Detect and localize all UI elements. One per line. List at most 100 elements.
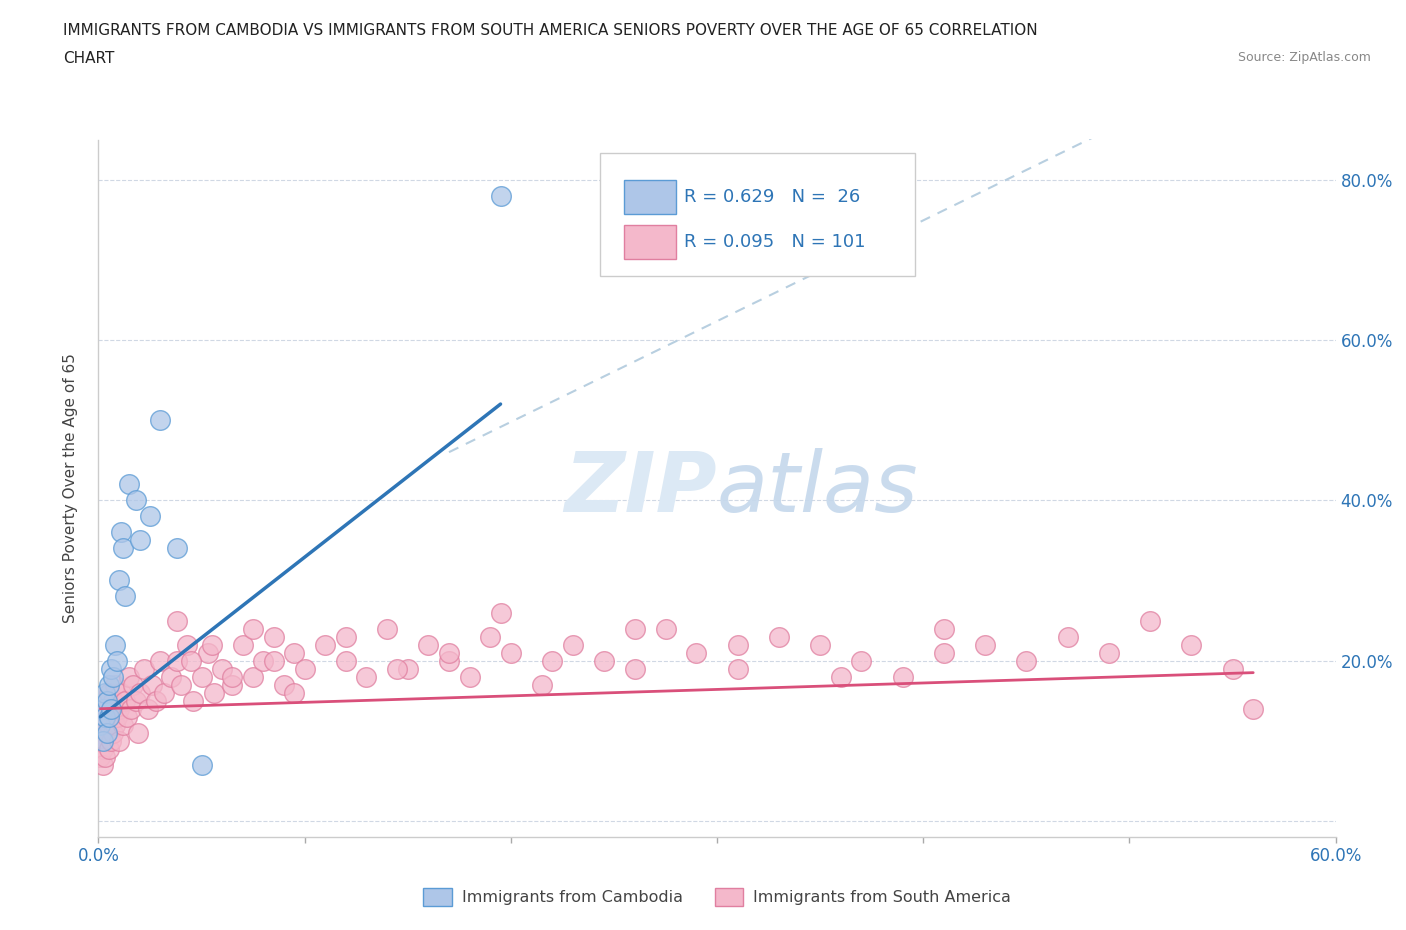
- Point: [93, 710, 115, 724]
- Legend: Immigrants from Cambodia, Immigrants from South America: Immigrants from Cambodia, Immigrants fro…: [418, 882, 1017, 912]
- Point: [1241, 701, 1264, 716]
- Point: [974, 637, 997, 652]
- Point: [479, 629, 502, 644]
- Point: [105, 653, 128, 668]
- Point: [1180, 637, 1202, 652]
- Point: [132, 661, 155, 676]
- Point: [592, 653, 614, 668]
- Point: [110, 525, 132, 539]
- Point: [97, 677, 120, 692]
- Point: [387, 661, 409, 676]
- Point: [149, 413, 172, 428]
- Point: [104, 677, 127, 692]
- Point: [489, 605, 512, 620]
- Point: [851, 653, 873, 668]
- Point: [181, 693, 204, 708]
- Text: ZIP: ZIP: [564, 447, 717, 529]
- Point: [263, 629, 285, 644]
- Point: [89, 750, 111, 764]
- Point: [489, 188, 512, 203]
- Point: [91, 701, 114, 716]
- Point: [221, 677, 243, 692]
- Point: [932, 621, 955, 636]
- Point: [201, 637, 224, 652]
- Text: R = 0.629   N =  26: R = 0.629 N = 26: [683, 188, 860, 206]
- Point: [252, 653, 274, 668]
- Point: [273, 677, 295, 692]
- FancyBboxPatch shape: [624, 180, 676, 214]
- Point: [100, 701, 122, 716]
- Point: [283, 685, 305, 700]
- Point: [100, 734, 122, 749]
- Point: [145, 693, 167, 708]
- Point: [97, 685, 120, 700]
- Point: [1015, 653, 1038, 668]
- Point: [221, 670, 243, 684]
- Point: [830, 670, 852, 684]
- Point: [1098, 645, 1121, 660]
- Point: [170, 677, 193, 692]
- Point: [153, 685, 176, 700]
- Point: [458, 670, 481, 684]
- Point: [932, 645, 955, 660]
- Point: [127, 725, 149, 740]
- Point: [97, 717, 120, 732]
- Point: [96, 701, 118, 716]
- Point: [101, 725, 124, 740]
- Point: [1222, 661, 1244, 676]
- Point: [396, 661, 419, 676]
- Point: [335, 629, 357, 644]
- FancyBboxPatch shape: [599, 153, 915, 275]
- Point: [356, 670, 378, 684]
- Point: [91, 757, 114, 772]
- Text: R = 0.095   N = 101: R = 0.095 N = 101: [683, 233, 865, 251]
- Point: [108, 734, 131, 749]
- Point: [623, 621, 645, 636]
- Point: [89, 717, 111, 732]
- Point: [190, 757, 212, 772]
- Text: CHART: CHART: [63, 51, 115, 66]
- Point: [91, 741, 114, 756]
- Point: [654, 621, 676, 636]
- Point: [727, 661, 749, 676]
- Point: [242, 670, 264, 684]
- Point: [93, 750, 115, 764]
- Point: [141, 677, 163, 692]
- Point: [91, 717, 114, 732]
- Point: [104, 637, 127, 652]
- Point: [101, 693, 124, 708]
- Point: [437, 645, 460, 660]
- Point: [117, 710, 139, 724]
- Point: [197, 645, 219, 660]
- Point: [93, 685, 115, 700]
- Point: [190, 670, 212, 684]
- Point: [176, 637, 198, 652]
- Point: [112, 717, 135, 732]
- Point: [114, 589, 136, 604]
- Point: [136, 701, 159, 716]
- Point: [139, 509, 162, 524]
- Point: [101, 670, 124, 684]
- Point: [335, 653, 357, 668]
- Point: [891, 670, 914, 684]
- Point: [242, 621, 264, 636]
- Point: [166, 653, 188, 668]
- Point: [159, 670, 181, 684]
- Point: [418, 637, 440, 652]
- Point: [91, 734, 114, 749]
- Text: IMMIGRANTS FROM CAMBODIA VS IMMIGRANTS FROM SOUTH AMERICA SENIORS POVERTY OVER T: IMMIGRANTS FROM CAMBODIA VS IMMIGRANTS F…: [63, 23, 1038, 38]
- Point: [108, 573, 131, 588]
- Point: [166, 541, 188, 556]
- Point: [96, 725, 118, 740]
- Point: [96, 725, 118, 740]
- Point: [149, 653, 172, 668]
- Point: [105, 710, 128, 724]
- Point: [93, 710, 115, 724]
- Point: [97, 710, 120, 724]
- Point: [112, 541, 135, 556]
- Point: [202, 685, 225, 700]
- Point: [110, 685, 132, 700]
- Point: [541, 653, 564, 668]
- Point: [104, 717, 127, 732]
- Point: [166, 613, 188, 628]
